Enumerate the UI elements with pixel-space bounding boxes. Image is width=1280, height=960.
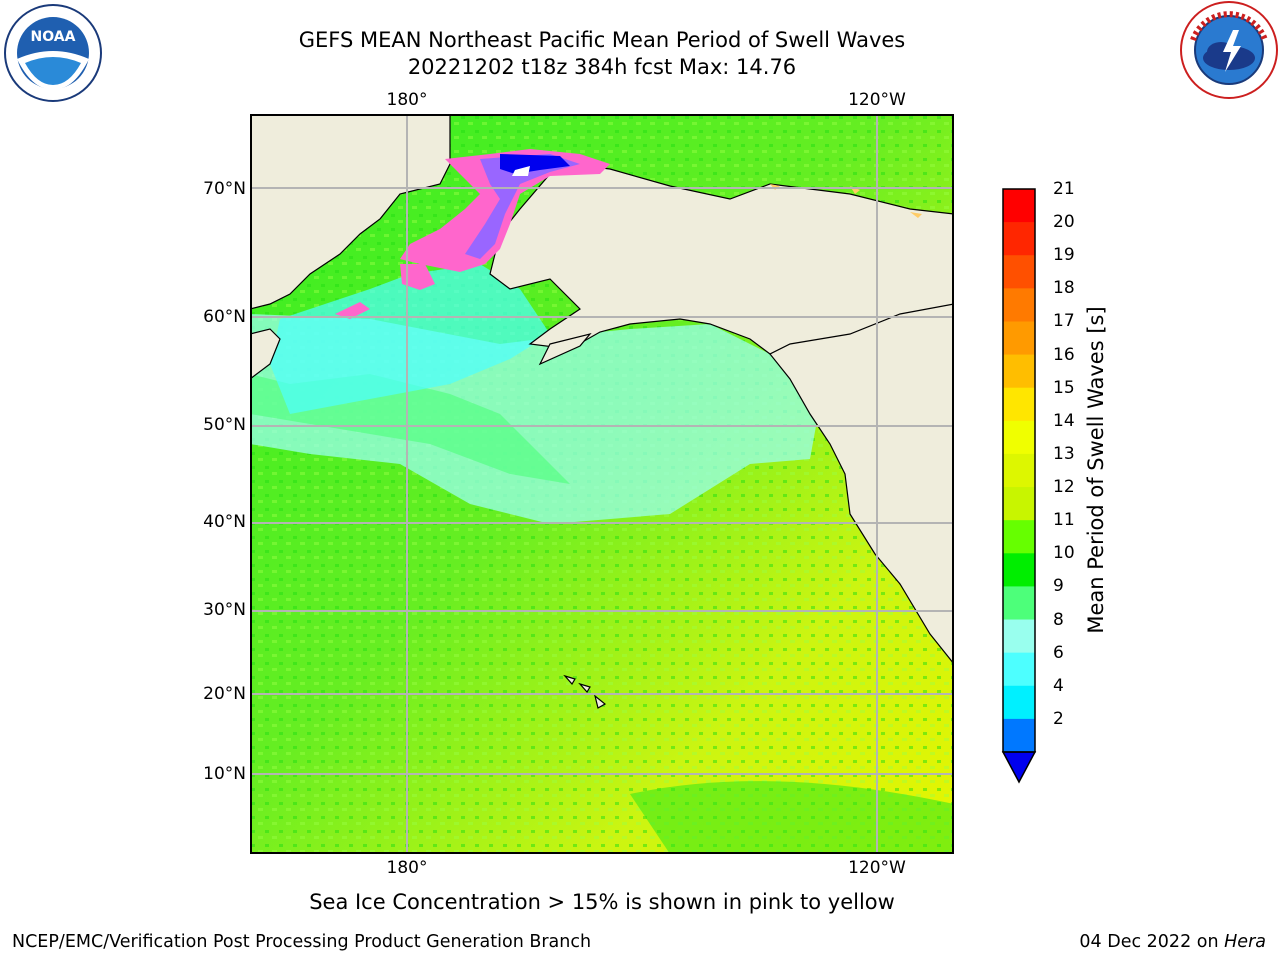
colorbar-band bbox=[1003, 321, 1035, 356]
colorbar-tick-label: 17 bbox=[1053, 311, 1075, 332]
lat-label-60n: 60°N bbox=[203, 307, 246, 327]
colorbar-band bbox=[1003, 553, 1035, 587]
colorbar-tick-label: 15 bbox=[1053, 377, 1075, 398]
lon-label-bottom-180: 180° bbox=[386, 858, 428, 878]
colorbar-tick-label: 14 bbox=[1053, 410, 1075, 431]
lon-label-top-180: 180° bbox=[386, 90, 428, 110]
colorbar-tick-label: 21 bbox=[1053, 179, 1075, 199]
graticule bbox=[250, 114, 954, 854]
colorbar-tick-label: 19 bbox=[1053, 245, 1075, 266]
colorbar-band bbox=[1003, 453, 1035, 488]
noaa-logo-text: NOAA bbox=[31, 29, 76, 45]
swell-period-map bbox=[250, 114, 954, 854]
colorbar-tick-label: 16 bbox=[1053, 344, 1075, 365]
sea-ice-note: Sea Ice Concentration > 15% is shown in … bbox=[309, 890, 895, 914]
chart-title: GEFS MEAN Northeast Pacific Mean Period … bbox=[298, 28, 906, 52]
colorbar bbox=[1001, 188, 1037, 784]
colorbar-band bbox=[1003, 222, 1035, 256]
colorbar-band bbox=[1003, 387, 1035, 422]
colorbar-tick-label: 12 bbox=[1053, 477, 1075, 498]
colorbar-tick-label: 4 bbox=[1053, 675, 1064, 696]
colorbar-band bbox=[1003, 288, 1035, 322]
bering-sea-zone bbox=[270, 264, 550, 414]
colorbar-tick-label: 20 bbox=[1053, 212, 1075, 233]
chart-subtitle: 20221202 t18z 384h fcst Max: 14.76 bbox=[407, 55, 797, 79]
lat-label-40n: 40°N bbox=[203, 512, 246, 532]
colorbar-band bbox=[1003, 487, 1035, 521]
colorbar-tick-label: 18 bbox=[1053, 278, 1075, 299]
footer-date-text: 04 Dec 2022 on bbox=[1079, 932, 1219, 952]
lat-label-20n: 20°N bbox=[203, 684, 246, 704]
colorbar-tick-label: 10 bbox=[1053, 543, 1075, 564]
colorbar-extend-arrow bbox=[1001, 751, 1037, 784]
colorbar-tick-label: 11 bbox=[1053, 510, 1075, 531]
noaa-logo: NOAA bbox=[4, 4, 102, 102]
colorbar-band bbox=[1003, 685, 1035, 720]
lat-label-30n: 30°N bbox=[203, 600, 246, 620]
colorbar-band bbox=[1003, 255, 1035, 289]
lon-label-top-120w: 120°W bbox=[848, 90, 906, 110]
colorbar-band bbox=[1003, 420, 1035, 455]
ocean-band-south bbox=[630, 781, 954, 854]
colorbar-tick-label: 9 bbox=[1053, 576, 1064, 597]
land bbox=[250, 114, 954, 709]
colorbar-tick-label: 13 bbox=[1053, 443, 1075, 464]
footer-date: 04 Dec 2022 on Hera bbox=[1079, 932, 1266, 952]
colorbar-band bbox=[1003, 520, 1035, 554]
lon-label-bottom-120w: 120°W bbox=[848, 858, 906, 878]
sea-ice bbox=[335, 149, 922, 319]
footer-organization: NCEP/EMC/Verification Post Processing Pr… bbox=[12, 932, 592, 952]
lat-label-70n: 70°N bbox=[203, 179, 246, 199]
footer-machine: Hera bbox=[1224, 932, 1266, 952]
colorbar-tick-label: 6 bbox=[1053, 642, 1064, 663]
colorbar-band bbox=[1003, 619, 1035, 654]
colorbar-band bbox=[1003, 189, 1035, 223]
colorbar-tick-label: 2 bbox=[1053, 708, 1064, 729]
colorbar-band bbox=[1003, 652, 1035, 687]
colorbar-band bbox=[1003, 586, 1035, 621]
colorbar-label: Mean Period of Swell Waves [s] bbox=[1084, 306, 1108, 634]
colorbar-band bbox=[1003, 718, 1035, 753]
colorbar-band bbox=[1003, 354, 1035, 389]
lat-label-50n: 50°N bbox=[203, 415, 246, 435]
map-frame bbox=[250, 114, 954, 854]
nws-logo bbox=[1180, 1, 1278, 99]
colorbar-frame bbox=[1002, 188, 1036, 753]
colorbar-tick-label: 8 bbox=[1053, 609, 1064, 630]
lat-label-10n: 10°N bbox=[203, 764, 246, 784]
